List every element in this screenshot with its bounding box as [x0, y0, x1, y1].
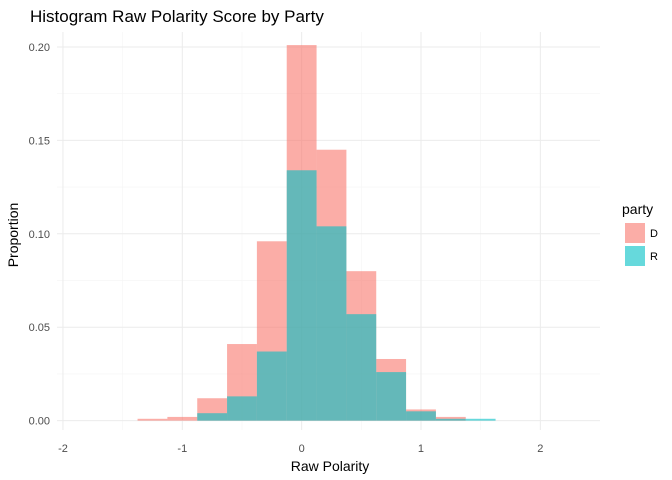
legend-label-D: D: [650, 228, 658, 240]
bar-R: [346, 314, 377, 421]
chart-title: Histogram Raw Polarity Score by Party: [30, 7, 324, 26]
y-tick-label: 0.10: [29, 229, 50, 241]
y-tick-label: 0.05: [29, 322, 50, 334]
bar-D: [137, 418, 168, 421]
legend-title: party: [622, 201, 653, 217]
x-tick-label: 2: [537, 443, 543, 455]
bar-R: [286, 170, 317, 421]
y-tick-label: 0.20: [29, 42, 50, 54]
legend-label-R: R: [650, 251, 658, 263]
bars: [137, 45, 496, 421]
bar-R: [435, 418, 466, 421]
axis-ticks: -2 -1 0 1 2 0.00 0.05 0.10 0.15 0.20: [29, 42, 544, 455]
x-tick-label: 1: [418, 443, 424, 455]
y-axis-title: Proportion: [5, 203, 21, 268]
series-R: [197, 170, 496, 421]
bar-D: [167, 416, 198, 421]
bar-R: [406, 411, 436, 421]
bar-R: [227, 396, 257, 421]
x-tick-label: -1: [177, 443, 187, 455]
legend-swatch-R: [625, 246, 645, 266]
x-axis-title: Raw Polarity: [291, 458, 370, 474]
x-tick-label: 0: [299, 443, 305, 455]
y-tick-label: 0.00: [29, 416, 50, 428]
legend: party DR: [622, 201, 658, 266]
bar-R: [256, 351, 287, 421]
legend-swatch-D: [625, 223, 645, 243]
bar-R: [197, 413, 228, 421]
bar-R: [316, 226, 347, 421]
x-tick-label: -2: [58, 443, 68, 455]
bar-R: [465, 418, 496, 421]
y-tick-label: 0.15: [29, 135, 50, 147]
bar-R: [376, 372, 407, 421]
